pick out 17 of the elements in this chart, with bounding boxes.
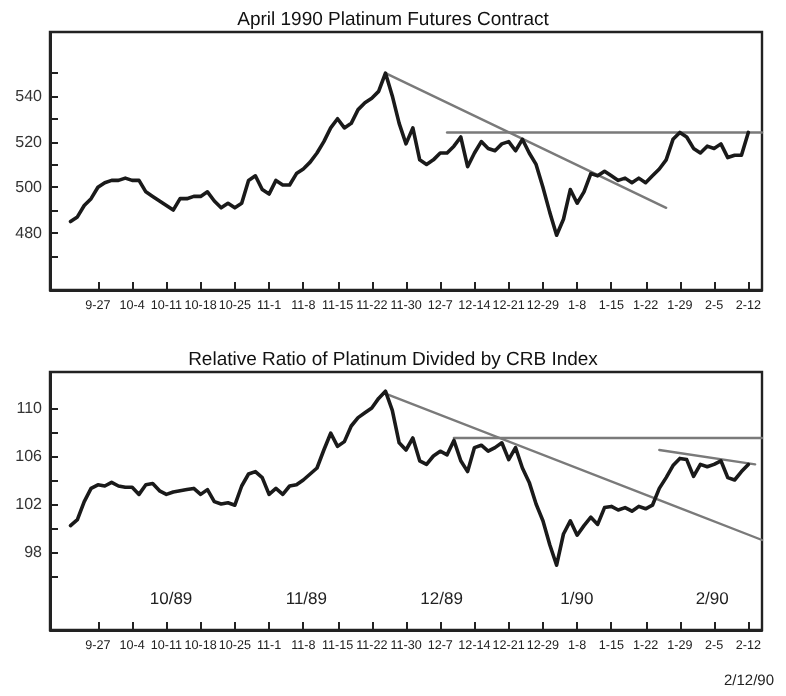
y-tick-label: 500 [15,178,44,197]
annotation: 10/89 [149,588,193,608]
y-tick-label: 102 [15,495,44,513]
y-tick-label: 110 [16,399,44,417]
annotation: 11/89 [285,588,328,608]
annotation: 12/89 [420,588,464,608]
chart-title: Relative Ratio of Platinum Divided by CRB Index [188,349,599,371]
y-tick-label: 98 [24,543,44,561]
y-tick-label: 480 [15,223,44,242]
y-tick-label: 540 [15,86,44,105]
line-series [68,389,751,567]
y-tick-label: 520 [15,132,44,151]
annotation: 2/90 [695,588,730,608]
y-tick-label: 106 [15,447,44,465]
line-series [68,71,751,237]
chart-title: April 1990 Platinum Futures Contract [237,9,550,31]
annotation: 1/90 [560,588,594,608]
